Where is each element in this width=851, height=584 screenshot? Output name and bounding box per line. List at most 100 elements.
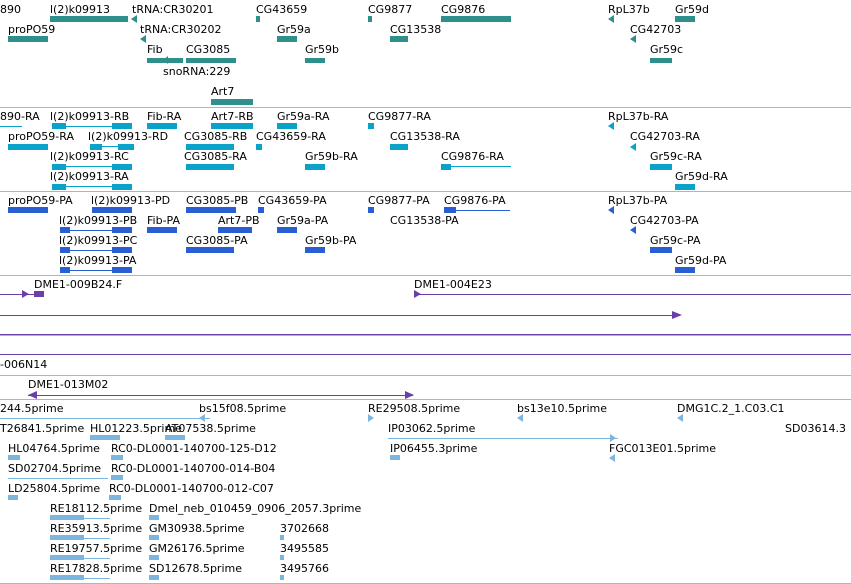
est-feature[interactable] bbox=[50, 555, 84, 560]
transcripts-pa-feature-label[interactable]: Gr59b-PA bbox=[305, 234, 357, 247]
ests-feature-label[interactable]: SD02704.5prime bbox=[8, 462, 101, 475]
protein-feature[interactable] bbox=[60, 227, 70, 233]
transcripts-ra-feature-label[interactable]: Gr59d-RA bbox=[675, 170, 728, 183]
clone-feature[interactable] bbox=[414, 294, 851, 295]
genes-feature-label[interactable]: RpL37b bbox=[608, 3, 650, 16]
transcripts-ra-feature-label[interactable]: Gr59c-RA bbox=[650, 150, 702, 163]
protein-feature[interactable] bbox=[650, 247, 672, 253]
protein-feature[interactable] bbox=[60, 250, 132, 251]
transcript-feature[interactable] bbox=[0, 126, 22, 127]
ests-feature-label[interactable]: RC0-DL0001-140700-014-B04 bbox=[111, 462, 276, 475]
transcripts-ra-feature-label[interactable]: 890-RA bbox=[0, 110, 40, 123]
protein-feature[interactable] bbox=[112, 267, 132, 273]
ests-feature-label[interactable]: SD12678.5prime bbox=[149, 562, 242, 575]
transcript-feature[interactable] bbox=[256, 144, 262, 150]
est-feature[interactable] bbox=[165, 435, 185, 440]
est-feature[interactable] bbox=[199, 414, 205, 422]
clone-feature[interactable] bbox=[22, 290, 29, 298]
transcripts-ra-feature-label[interactable]: CG43659-RA bbox=[256, 130, 326, 143]
est-feature[interactable] bbox=[0, 418, 210, 419]
ests-feature-label[interactable]: RC0-DL0001-140700-125-D12 bbox=[111, 442, 277, 455]
est-feature[interactable] bbox=[8, 455, 20, 460]
genes-feature-label[interactable]: CG13538 bbox=[390, 23, 442, 36]
transcripts-pa-feature-label[interactable]: CG9877-PA bbox=[368, 194, 430, 207]
ests-feature-label[interactable]: RE19757.5prime bbox=[50, 542, 143, 555]
ests-feature-label[interactable]: RE18112.5prime bbox=[50, 502, 143, 515]
transcript-feature[interactable] bbox=[52, 126, 132, 127]
est-feature[interactable] bbox=[609, 454, 615, 462]
protein-feature[interactable] bbox=[630, 226, 636, 234]
ests-feature-label[interactable]: RC0-DL0001-140700-012-C07 bbox=[109, 482, 274, 495]
transcripts-ra-feature-label[interactable]: l(2)k09913-RC bbox=[50, 150, 129, 163]
gene-feature[interactable] bbox=[608, 15, 614, 23]
est-feature[interactable] bbox=[8, 495, 18, 500]
gene-feature[interactable] bbox=[390, 36, 408, 42]
genes-feature-label[interactable]: CG3085 bbox=[186, 43, 231, 56]
transcript-feature[interactable] bbox=[277, 123, 297, 129]
genes-feature-label[interactable]: tRNA:CR30202 bbox=[140, 23, 222, 36]
protein-feature[interactable] bbox=[186, 247, 234, 253]
gene-feature[interactable] bbox=[630, 35, 636, 43]
transcript-feature[interactable] bbox=[650, 164, 672, 170]
transcript-feature[interactable] bbox=[90, 144, 102, 150]
ests-feature-label[interactable]: RE35913.5prime bbox=[50, 522, 143, 535]
transcripts-pa-feature-label[interactable]: CG42703-PA bbox=[630, 214, 699, 227]
ests-feature-label[interactable]: T26841.5prime bbox=[0, 422, 85, 435]
ests-feature-label[interactable]: 3495585 bbox=[280, 542, 329, 555]
est-feature[interactable] bbox=[111, 455, 123, 460]
clones-feature-label[interactable]: -006N14 bbox=[0, 358, 48, 371]
protein-feature[interactable] bbox=[305, 247, 325, 253]
transcript-feature[interactable] bbox=[52, 164, 66, 170]
genes-feature-label[interactable]: CG9876 bbox=[441, 3, 486, 16]
transcript-feature[interactable] bbox=[52, 123, 66, 129]
protein-feature[interactable] bbox=[608, 206, 614, 214]
transcripts-pa-feature-label[interactable]: l(2)k09913-PB bbox=[59, 214, 138, 227]
gene-feature[interactable] bbox=[675, 16, 695, 22]
transcripts-ra-feature-label[interactable]: Gr59b-RA bbox=[305, 150, 358, 163]
protein-feature[interactable] bbox=[444, 210, 510, 211]
est-feature[interactable] bbox=[50, 535, 84, 540]
est-feature[interactable] bbox=[149, 535, 159, 540]
transcript-feature[interactable] bbox=[368, 123, 374, 129]
est-feature[interactable] bbox=[50, 515, 84, 520]
transcript-feature[interactable] bbox=[52, 166, 132, 167]
genes-feature-label[interactable]: l(2)k09913 bbox=[50, 3, 111, 16]
transcript-feature[interactable] bbox=[112, 123, 132, 129]
ests-feature-label[interactable]: IP03062.5prime bbox=[388, 422, 476, 435]
transcripts-pa-feature-label[interactable]: Gr59c-PA bbox=[650, 234, 701, 247]
gene-feature[interactable] bbox=[186, 58, 236, 63]
transcripts-pa-feature-label[interactable]: l(2)k09913-PD bbox=[91, 194, 171, 207]
protein-feature[interactable] bbox=[186, 207, 236, 213]
est-feature[interactable] bbox=[388, 438, 618, 439]
genes-feature-label[interactable]: Gr59b bbox=[305, 43, 340, 56]
transcripts-pa-feature-label[interactable]: Art7-PB bbox=[218, 214, 260, 227]
transcripts-ra-feature-label[interactable]: CG3085-RA bbox=[184, 150, 247, 163]
transcript-feature[interactable] bbox=[52, 186, 132, 187]
est-feature[interactable] bbox=[610, 434, 616, 442]
gene-feature[interactable] bbox=[163, 56, 168, 64]
ests-feature-label[interactable]: FGC013E01.5prime bbox=[609, 442, 717, 455]
ests-feature-label[interactable]: GM26176.5prime bbox=[149, 542, 245, 555]
transcripts-ra-feature-label[interactable]: CG9877-RA bbox=[368, 110, 431, 123]
est-feature[interactable] bbox=[111, 475, 123, 480]
ests-feature-label[interactable]: HL01223.5prime bbox=[90, 422, 182, 435]
gene-feature[interactable] bbox=[368, 16, 372, 22]
genes-feature-label[interactable]: Gr59a bbox=[277, 23, 311, 36]
clones-feature-label[interactable]: DME1-004E23 bbox=[414, 278, 492, 291]
ests-feature-label[interactable]: RE29508.5prime bbox=[368, 402, 461, 415]
transcripts-pa-feature-label[interactable]: Gr59d-PA bbox=[675, 254, 727, 267]
genes-feature-label[interactable]: CG42703 bbox=[630, 23, 682, 36]
transcripts-ra-feature-label[interactable]: CG3085-RB bbox=[184, 130, 248, 143]
est-feature[interactable] bbox=[280, 535, 284, 540]
protein-feature[interactable] bbox=[147, 227, 177, 233]
ests-feature-label[interactable]: 3495766 bbox=[280, 562, 329, 575]
transcripts-ra-feature-label[interactable]: CG9876-RA bbox=[441, 150, 504, 163]
gene-feature[interactable] bbox=[277, 36, 297, 42]
transcripts-pa-feature-label[interactable]: CG3085-PB bbox=[186, 194, 249, 207]
transcripts-pa-feature-label[interactable]: CG3085-PA bbox=[186, 234, 248, 247]
transcript-feature[interactable] bbox=[147, 123, 177, 129]
protein-feature[interactable] bbox=[112, 247, 132, 253]
gene-feature[interactable] bbox=[256, 16, 260, 22]
clone-feature[interactable] bbox=[0, 354, 851, 355]
genes-feature-label[interactable]: snoRNA:229 bbox=[163, 65, 231, 78]
